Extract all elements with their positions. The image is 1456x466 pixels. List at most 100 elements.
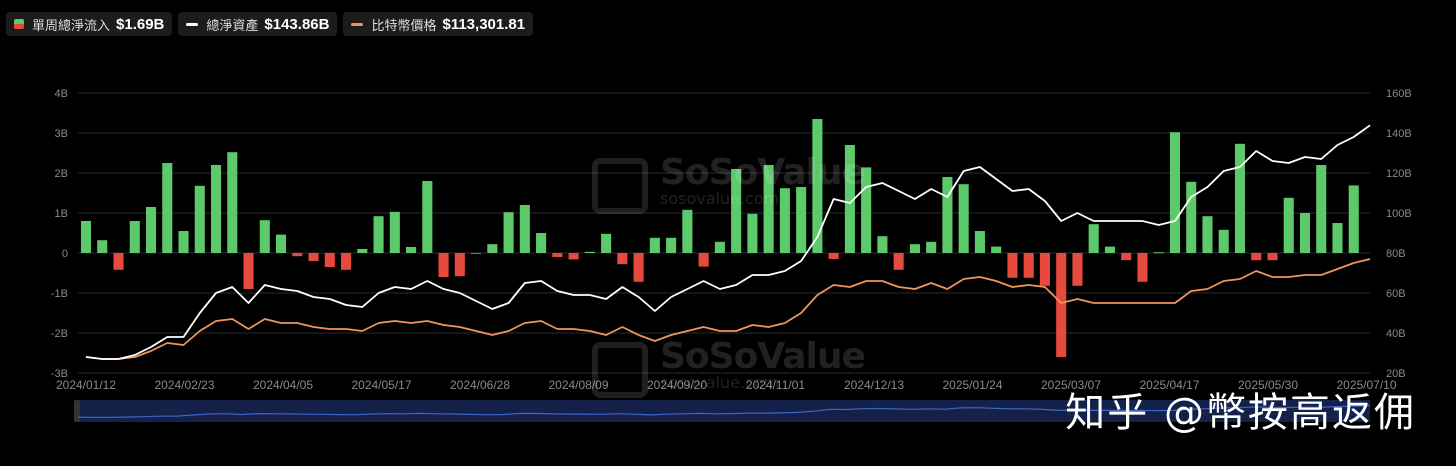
- x-axis-tick-label: 2025/04/17: [1139, 378, 1199, 392]
- right-axis-tick-label: 20B: [1386, 368, 1406, 380]
- inflow-bar: [113, 253, 124, 270]
- inflow-bar: [178, 231, 189, 253]
- left-axis-tick-label: -2B: [51, 328, 68, 340]
- inflow-bar: [1072, 253, 1083, 286]
- left-axis-tick-label: -3B: [51, 368, 68, 380]
- inflow-bar: [80, 221, 92, 253]
- inflow-bar: [584, 251, 595, 253]
- inflow-bar: [942, 177, 953, 253]
- inflow-bar: [259, 220, 270, 253]
- line-swatch-icon: [351, 22, 364, 26]
- inflow-bar: [796, 187, 807, 253]
- total-net-assets-line: [85, 124, 1371, 360]
- inflow-bar: [861, 167, 872, 253]
- inflow-bar: [1218, 229, 1229, 253]
- watermark-logo-icon: [592, 158, 648, 214]
- inflow-bar: [991, 246, 1002, 253]
- x-axis-tick-label: 2024/02/23: [154, 378, 214, 392]
- inflow-bar: [974, 231, 985, 253]
- x-axis-tick-label: 2025/03/07: [1041, 378, 1101, 392]
- inflow-bar: [1267, 253, 1278, 261]
- inflow-bar: [373, 216, 384, 253]
- inflow-bar: [779, 188, 790, 253]
- x-axis-tick-label: 2025/05/30: [1238, 378, 1298, 392]
- legend-item-total-assets[interactable]: 總淨資產 $143.86B: [178, 12, 338, 36]
- inflow-bar: [844, 145, 855, 253]
- watermark-domain: sosovalue.com: [660, 373, 780, 392]
- inflow-bar: [714, 241, 725, 253]
- inflow-bar: [617, 253, 628, 265]
- inflow-bar: [1039, 253, 1050, 286]
- inflow-bar: [1104, 246, 1115, 253]
- inflow-bar: [568, 253, 579, 260]
- watermark-logo-icon: [592, 342, 648, 398]
- inflow-bar: [1299, 213, 1311, 253]
- inflow-bar: [1088, 224, 1099, 253]
- legend-label: 單周總淨流入: [32, 17, 111, 33]
- range-navigator: [78, 400, 1370, 422]
- inflow-bar: [406, 247, 417, 253]
- left-axis-tick-label: 2B: [55, 168, 68, 180]
- x-axis-tick-label: 2024/11/01: [746, 378, 805, 392]
- inflow-bar: [877, 236, 888, 253]
- inflow-bar: [1202, 216, 1213, 253]
- legend-value: $113,301.81: [442, 15, 526, 33]
- inflow-bar: [1007, 253, 1018, 278]
- left-axis-tick-label: 4B: [55, 88, 68, 100]
- left-axis-tick-label: -1B: [51, 288, 68, 300]
- watermark: SoSoValue sosovalue.com: [660, 336, 866, 392]
- x-axis-tick-label: 2024/01/12: [56, 378, 116, 392]
- inflow-bar: [763, 165, 774, 253]
- x-axis-tick-label: 2024/04/05: [253, 378, 313, 392]
- line-swatch-icon: [186, 22, 199, 26]
- right-axis-tick-label: 120B: [1386, 168, 1412, 180]
- inflow-bar: [519, 205, 530, 253]
- inflow-bar: [1316, 165, 1327, 253]
- left-axis-tick-label: 1B: [55, 208, 68, 220]
- inflow-bar: [1137, 253, 1148, 282]
- legend-label: 比特幣價格: [371, 17, 437, 33]
- x-axis-tick-label: 2024/09/20: [647, 378, 707, 392]
- x-axis-tick-label: 2024/05/17: [351, 378, 411, 392]
- inflow-bar: [389, 211, 400, 253]
- inflow-bar: [487, 244, 498, 253]
- left-axis-tick-label: 0: [62, 248, 68, 260]
- legend-item-weekly-inflow[interactable]: 單周總淨流入 $1.69B: [6, 12, 173, 36]
- inflow-bar: [552, 253, 563, 257]
- inflow-bar: [1023, 253, 1034, 278]
- legend-label: 總淨資產: [206, 17, 259, 33]
- inflow-bar: [275, 234, 287, 253]
- right-axis-tick-label: 80B: [1386, 248, 1406, 260]
- right-axis-tick-label: 160B: [1386, 88, 1412, 100]
- x-axis-tick-label: 2025/01/24: [942, 378, 1002, 392]
- inflow-bar: [1056, 253, 1067, 357]
- inflow-bar: [162, 163, 173, 253]
- inflow-bar: [145, 207, 157, 253]
- watermark-brand: SoSoValue: [660, 152, 866, 193]
- watermark-brand: SoSoValue: [660, 336, 866, 377]
- navigator-handle-left: [74, 400, 80, 422]
- inflow-bar: [227, 152, 238, 253]
- left-axis-tick-label: 3B: [55, 128, 68, 140]
- inflow-bar: [292, 253, 303, 257]
- inflow-bar: [210, 165, 222, 253]
- inflow-bar: [682, 209, 693, 253]
- x-axis-tick-label: 2024/08/09: [548, 378, 608, 392]
- x-axis-tick-label: 2025/07/10: [1336, 378, 1396, 392]
- right-axis-tick-label: 60B: [1386, 288, 1406, 300]
- inflow-bar: [909, 244, 920, 253]
- inflow-bar: [194, 185, 205, 253]
- inflow-bar: [926, 241, 937, 253]
- legend: 單周總淨流入 $1.69B 總淨資產 $143.86B 比特幣價格 $113,3…: [6, 12, 534, 36]
- inflow-bar: [812, 119, 823, 253]
- inflow-bar: [633, 253, 644, 282]
- legend-item-btc-price[interactable]: 比特幣價格 $113,301.81: [343, 12, 534, 36]
- inflow-bar: [1169, 132, 1181, 253]
- inflow-bar: [129, 221, 140, 253]
- watermark-domain: sosovalue.com: [660, 189, 780, 208]
- inflow-bar: [1332, 223, 1343, 253]
- inflow-bar: [1234, 143, 1246, 253]
- inflow-bar: [958, 184, 969, 253]
- right-axis-tick-label: 100B: [1386, 208, 1412, 220]
